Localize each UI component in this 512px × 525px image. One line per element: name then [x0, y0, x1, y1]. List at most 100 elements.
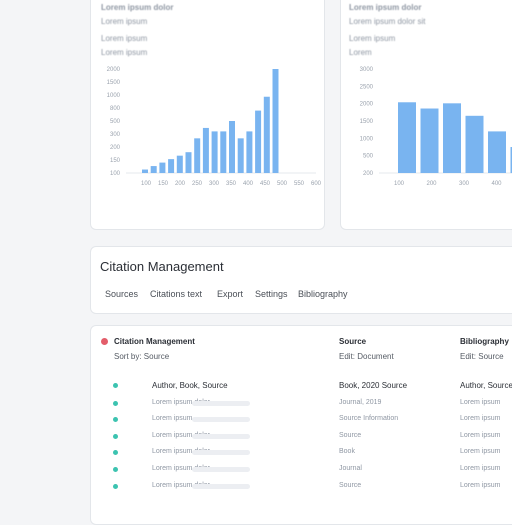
- management-card: [90, 246, 512, 314]
- chart2-meta-1: Lorem ipsum dolor: [349, 3, 421, 12]
- y-tick-label: 500: [363, 154, 374, 160]
- y-tick-label: 1500: [107, 80, 121, 86]
- row-status-icon: [113, 401, 118, 406]
- chart1-meta-4: Lorem ipsum: [101, 48, 147, 57]
- row-status-icon: [113, 484, 118, 489]
- chart2-plot: 3000250020001500100050020010020030040050…: [344, 61, 512, 191]
- tab-export[interactable]: Export: [217, 289, 243, 299]
- placeholder-bar: [192, 401, 250, 406]
- tab-sources[interactable]: Sources: [105, 289, 138, 299]
- y-tick-label: 2500: [360, 84, 374, 90]
- y-tick-label: 200: [363, 171, 374, 177]
- x-tick-label: 400: [243, 181, 254, 187]
- chart2-meta-4: Lorem: [349, 48, 372, 57]
- chart1-meta-1: Lorem ipsum dolor: [101, 3, 173, 12]
- row-source: Source: [339, 482, 361, 489]
- row-status-icon: [113, 467, 118, 472]
- y-tick-label: 800: [110, 106, 121, 112]
- bar-8: [203, 128, 209, 173]
- bar-6: [186, 152, 192, 173]
- status-dot-icon: [101, 338, 108, 345]
- row-status-icon: [113, 450, 118, 455]
- row-source: Journal: [339, 465, 362, 472]
- chart2-meta-2: Lorem ipsum dolor sit: [349, 17, 425, 26]
- chart2-meta-3: Lorem ipsum: [349, 34, 395, 43]
- bar-3: [159, 163, 165, 173]
- bar-5: [177, 156, 183, 173]
- bar-4: [168, 159, 174, 173]
- table-header-citation-sub: Sort by: Source: [114, 352, 169, 361]
- y-tick-label: 2000: [360, 102, 374, 108]
- placeholder-bar: [192, 417, 250, 422]
- x-tick-label: 200: [175, 181, 186, 187]
- row-status-icon: [113, 383, 118, 388]
- row-bibliography: Author, Source: [460, 381, 512, 390]
- row-bibliography: Lorem ipsum: [460, 399, 500, 406]
- bar-12: [238, 138, 244, 173]
- y-tick-label: 2000: [107, 67, 121, 73]
- table-header-citation[interactable]: Citation Management: [114, 337, 195, 346]
- row-status-icon: [113, 417, 118, 422]
- bar-7: [194, 138, 200, 173]
- management-title: Citation Management: [100, 259, 224, 274]
- y-tick-label: 150: [110, 158, 121, 164]
- table-header-bibliography[interactable]: Bibliography: [460, 337, 509, 346]
- row-source: Source: [339, 432, 361, 439]
- tab-citations-text[interactable]: Citations text: [150, 289, 202, 299]
- table-header-source[interactable]: Source: [339, 337, 366, 346]
- placeholder-bar: [192, 450, 250, 455]
- x-tick-label: 100: [394, 181, 405, 187]
- row-title[interactable]: Author, Book, Source: [152, 381, 228, 390]
- placeholder-bar: [192, 484, 250, 489]
- x-tick-label: 150: [158, 181, 169, 187]
- row-source: Source Information: [339, 415, 398, 422]
- tab-settings[interactable]: Settings: [255, 289, 288, 299]
- bar-13: [246, 131, 252, 173]
- y-tick-label: 1500: [360, 119, 374, 125]
- x-tick-label: 250: [192, 181, 203, 187]
- chart-card-2: Lorem ipsum dolor Lorem ipsum dolor sit …: [340, 0, 512, 230]
- row-source: Book, 2020 Source: [339, 381, 407, 390]
- chart-card-1: Lorem ipsum dolor Lorem ipsum Lorem ipsu…: [90, 0, 325, 230]
- bar-4: [466, 116, 484, 173]
- bar-3: [443, 103, 461, 173]
- bar-16: [273, 69, 279, 173]
- row-source: Journal, 2019: [339, 399, 381, 406]
- x-tick-label: 400: [491, 181, 502, 187]
- bar-5: [488, 131, 506, 173]
- y-tick-label: 1000: [107, 93, 121, 99]
- x-tick-label: 450: [260, 181, 271, 187]
- x-tick-label: 300: [459, 181, 470, 187]
- x-tick-label: 550: [294, 181, 305, 187]
- y-tick-label: 500: [110, 119, 121, 125]
- placeholder-bar: [192, 467, 250, 472]
- chart1-meta-2: Lorem ipsum: [101, 17, 147, 26]
- bar-10: [220, 131, 226, 173]
- tab-bibliography[interactable]: Bibliography: [298, 289, 348, 299]
- bar-2: [421, 109, 439, 173]
- row-bibliography: Lorem ipsum: [460, 448, 500, 455]
- chart1-meta-3: Lorem ipsum: [101, 34, 147, 43]
- bar-1: [398, 102, 416, 173]
- row-status-icon: [113, 434, 118, 439]
- y-tick-label: 100: [110, 171, 121, 177]
- table-header-bibliography-sub: Edit: Source: [460, 352, 504, 361]
- bar-15: [264, 97, 270, 173]
- row-bibliography: Lorem ipsum: [460, 482, 500, 489]
- table-header-source-sub: Edit: Document: [339, 352, 394, 361]
- y-tick-label: 1000: [360, 136, 374, 142]
- x-tick-label: 300: [209, 181, 220, 187]
- row-bibliography: Lorem ipsum: [460, 432, 500, 439]
- bar-1: [142, 170, 148, 173]
- x-tick-label: 350: [226, 181, 237, 187]
- placeholder-bar: [192, 434, 250, 439]
- x-tick-label: 200: [426, 181, 437, 187]
- y-tick-label: 200: [110, 145, 121, 151]
- x-tick-label: 500: [277, 181, 288, 187]
- row-source: Book: [339, 448, 355, 455]
- y-tick-label: 3000: [360, 67, 374, 73]
- row-bibliography: Lorem ipsum: [460, 415, 500, 422]
- row-title[interactable]: Lorem ipsum: [152, 415, 192, 422]
- x-tick-label: 600: [311, 181, 322, 187]
